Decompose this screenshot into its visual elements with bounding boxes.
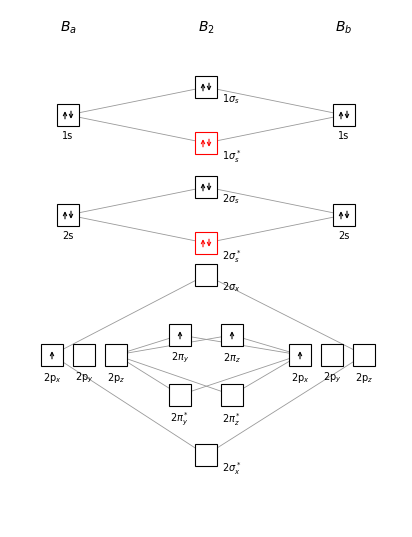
Text: $1\sigma_s$: $1\sigma_s$ <box>222 92 240 106</box>
Bar <box>333 104 355 126</box>
Bar <box>221 324 243 346</box>
Text: $1\sigma_s^*$: $1\sigma_s^*$ <box>222 148 241 165</box>
Text: $2\pi_z^*$: $2\pi_z^*$ <box>222 411 241 428</box>
Bar <box>195 264 217 286</box>
Bar <box>195 232 217 254</box>
Text: B$_b$: B$_b$ <box>335 20 353 36</box>
Text: $2\sigma_x^*$: $2\sigma_x^*$ <box>222 460 241 477</box>
Bar <box>321 344 343 366</box>
Bar <box>57 104 79 126</box>
Bar <box>195 76 217 98</box>
Text: 2p$_z$: 2p$_z$ <box>355 371 373 385</box>
Text: $2\pi_y$: $2\pi_y$ <box>171 351 189 365</box>
Text: $2\pi_z$: $2\pi_z$ <box>223 351 241 365</box>
Bar <box>333 204 355 226</box>
Text: 2p$_x$: 2p$_x$ <box>291 371 309 385</box>
Text: 2s: 2s <box>62 231 74 241</box>
Text: 2s: 2s <box>338 231 350 241</box>
Bar <box>41 344 63 366</box>
Bar <box>289 344 311 366</box>
Bar <box>169 384 191 406</box>
Bar <box>195 444 217 466</box>
Text: $2\sigma_s$: $2\sigma_s$ <box>222 192 240 206</box>
Bar <box>57 204 79 226</box>
Bar <box>195 132 217 154</box>
Text: 2p$_z$: 2p$_z$ <box>107 371 125 385</box>
Text: 2p$_y$: 2p$_y$ <box>323 371 341 386</box>
Text: $2\sigma_s^*$: $2\sigma_s^*$ <box>222 248 241 265</box>
Text: B$_2$: B$_2$ <box>198 20 214 36</box>
Text: 1s: 1s <box>62 131 74 141</box>
Text: 2p$_y$: 2p$_y$ <box>75 371 93 386</box>
Bar <box>73 344 95 366</box>
Text: B$_a$: B$_a$ <box>59 20 77 36</box>
Bar <box>105 344 127 366</box>
Bar <box>353 344 375 366</box>
Text: $2\sigma_x$: $2\sigma_x$ <box>222 280 241 294</box>
Text: $2\pi_y^*$: $2\pi_y^*$ <box>171 411 190 429</box>
Bar <box>221 384 243 406</box>
Text: 2p$_x$: 2p$_x$ <box>43 371 61 385</box>
Bar <box>195 176 217 198</box>
Bar <box>169 324 191 346</box>
Text: 1s: 1s <box>338 131 350 141</box>
